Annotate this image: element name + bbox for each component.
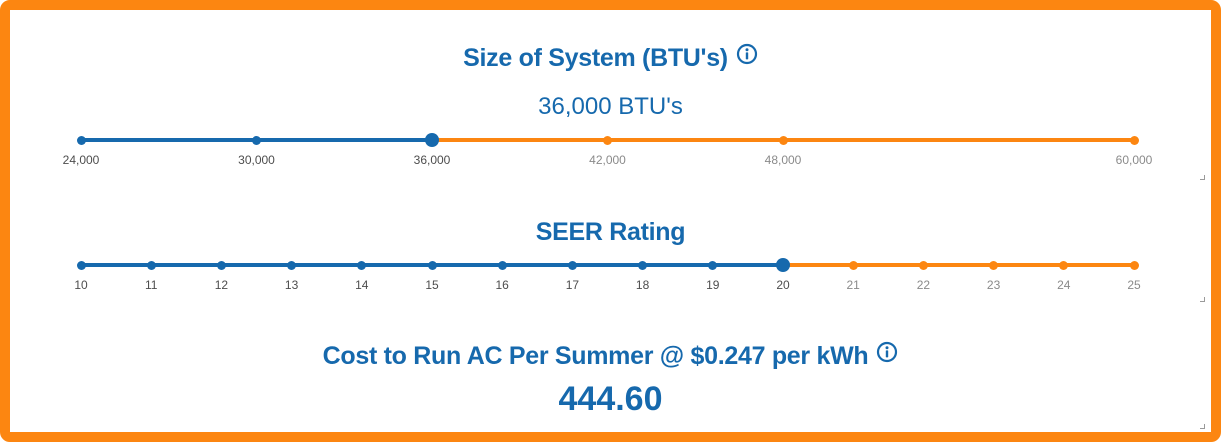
slider-tick-label: 42,000 <box>589 153 626 167</box>
slider-tick-label: 14 <box>355 278 369 292</box>
cost-title-label: Cost to Run AC Per Summer @ $0.247 per k… <box>322 342 869 370</box>
slider-tick-label: 60,000 <box>1115 153 1153 167</box>
seer-section-title: SEER Rating <box>535 218 686 246</box>
slider-tick-label: 12 <box>214 278 229 292</box>
slider-tick-label: 36,000 <box>413 153 451 167</box>
slider-tick[interactable] <box>1059 260 1069 270</box>
slider-tick[interactable] <box>848 260 858 270</box>
slider-handle[interactable] <box>425 133 439 147</box>
slider-tick[interactable] <box>497 260 507 270</box>
slider-tick-label: 16 <box>495 278 509 292</box>
info-icon[interactable] <box>876 341 898 370</box>
slider-tick-label: 21 <box>846 278 860 292</box>
slider-handle[interactable] <box>776 258 790 272</box>
slider-tick[interactable] <box>1129 135 1139 145</box>
slider-tick-label: 11 <box>144 278 158 292</box>
slider-tick[interactable] <box>252 135 261 145</box>
slider-tick[interactable] <box>146 260 156 270</box>
slider-tick-label: 24 <box>1057 278 1071 292</box>
slider-tick[interactable] <box>357 260 367 270</box>
btu-section-title: Size of System (BTU's) <box>0 43 1221 73</box>
slider-tick-label: 22 <box>916 278 931 292</box>
slider-tick[interactable] <box>708 260 718 270</box>
slider-tick[interactable] <box>638 260 648 270</box>
slider-tick-label: 24,000 <box>62 153 100 167</box>
cost-section-title: Cost to Run AC Per Summer @ $0.247 per k… <box>0 341 1221 371</box>
resize-handle <box>1200 297 1205 302</box>
btu-title-label: Size of System (BTU's) <box>463 44 728 72</box>
slider-tick[interactable] <box>216 260 226 270</box>
slider-tick-label: 18 <box>635 278 650 292</box>
slider-tick-label: 10 <box>74 278 88 292</box>
slider-tick[interactable] <box>918 260 928 270</box>
slider-tick[interactable] <box>427 260 437 270</box>
slider-tick[interactable] <box>287 260 297 270</box>
slider-tick[interactable] <box>989 260 999 270</box>
slider-tick-label: 23 <box>986 278 1001 292</box>
slider-tick-label: 13 <box>284 278 299 292</box>
slider-tick-label: 20 <box>776 278 790 292</box>
resize-handle <box>1200 424 1205 429</box>
slider-tick[interactable] <box>76 260 86 270</box>
info-icon[interactable] <box>736 43 758 72</box>
slider-tick-label: 19 <box>706 278 720 292</box>
cost-value: 444.60 <box>558 380 663 418</box>
slider-tick[interactable] <box>76 135 86 145</box>
slider-tick-label: 17 <box>565 278 580 292</box>
slider-tick-label: 48,000 <box>764 153 802 167</box>
slider-tick[interactable] <box>778 135 788 145</box>
slider-tick-label: 30,000 <box>238 153 275 167</box>
slider-tick[interactable] <box>603 135 612 145</box>
slider-tick[interactable] <box>1129 260 1139 270</box>
slider-tick[interactable] <box>567 260 577 270</box>
slider-tick-label: 25 <box>1127 278 1141 292</box>
resize-handle <box>1200 175 1205 180</box>
slider-tick-label: 15 <box>425 278 439 292</box>
slider-track-remaining[interactable] <box>783 263 1134 267</box>
btu-value-display: 36,000 BTU's <box>538 93 683 120</box>
